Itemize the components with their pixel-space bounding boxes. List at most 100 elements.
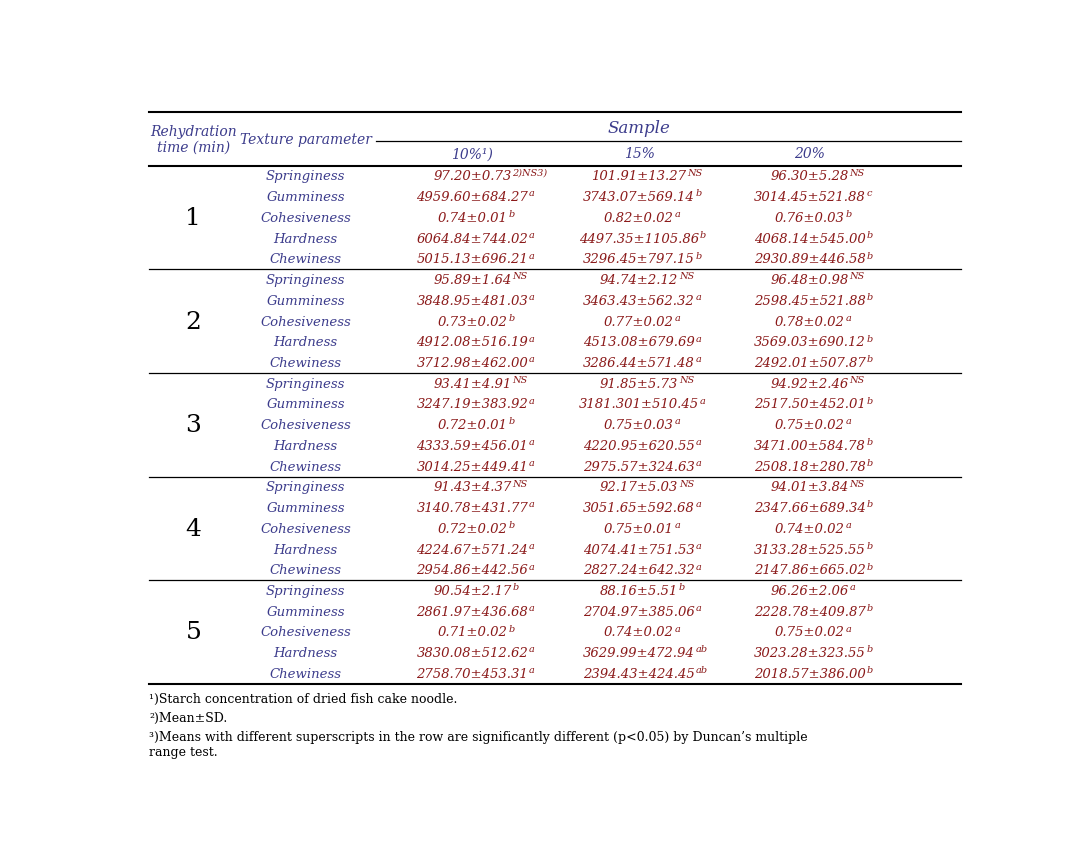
Text: a: a xyxy=(696,562,701,571)
Text: 0.82±0.02: 0.82±0.02 xyxy=(604,212,674,225)
Text: a: a xyxy=(696,437,701,447)
Text: 0.71±0.02: 0.71±0.02 xyxy=(437,626,507,639)
Text: 91.43±4.37: 91.43±4.37 xyxy=(433,480,512,494)
Text: a: a xyxy=(529,231,535,239)
Text: a: a xyxy=(696,293,701,301)
Text: a: a xyxy=(675,521,681,530)
Text: 4333.59±456.01: 4333.59±456.01 xyxy=(417,439,528,452)
Text: b: b xyxy=(867,396,872,406)
Text: 3629.99±472.94: 3629.99±472.94 xyxy=(583,647,695,660)
Text: b: b xyxy=(700,231,707,239)
Text: a: a xyxy=(529,396,535,406)
Text: a: a xyxy=(529,437,535,447)
Text: a: a xyxy=(529,293,535,301)
Text: 92.17±5.03: 92.17±5.03 xyxy=(599,480,678,494)
Text: 3133.28±525.55: 3133.28±525.55 xyxy=(754,543,866,556)
Text: a: a xyxy=(675,417,681,426)
Text: 95.89±1.64: 95.89±1.64 xyxy=(433,274,512,287)
Text: 93.41±4.91: 93.41±4.91 xyxy=(433,377,512,390)
Text: Gumminess: Gumminess xyxy=(266,501,345,515)
Text: a: a xyxy=(845,313,852,322)
Text: ¹)Starch concentration of dried fish cake noodle.: ¹)Starch concentration of dried fish cak… xyxy=(149,691,458,704)
Text: 4224.67±571.24: 4224.67±571.24 xyxy=(417,543,528,556)
Text: 3743.07±569.14: 3743.07±569.14 xyxy=(583,191,695,204)
Text: b: b xyxy=(867,231,872,239)
Text: b: b xyxy=(509,313,514,322)
Text: b: b xyxy=(509,210,514,219)
Text: b: b xyxy=(867,542,872,550)
Text: a: a xyxy=(529,334,535,344)
Text: a: a xyxy=(529,542,535,550)
Text: a: a xyxy=(696,542,701,550)
Text: b: b xyxy=(867,499,872,509)
Text: 94.01±3.84: 94.01±3.84 xyxy=(770,480,848,494)
Text: Hardness: Hardness xyxy=(274,647,338,660)
Text: NS: NS xyxy=(512,272,527,281)
Text: c: c xyxy=(867,189,872,198)
Text: NS: NS xyxy=(512,479,527,488)
Text: b: b xyxy=(696,189,702,198)
Text: a: a xyxy=(529,251,535,260)
Text: 94.92±2.46: 94.92±2.46 xyxy=(770,377,848,390)
Text: ²)Mean±SD.: ²)Mean±SD. xyxy=(149,711,227,724)
Text: 0.74±0.01: 0.74±0.01 xyxy=(437,212,507,225)
Text: a: a xyxy=(845,624,852,633)
Text: Chewiness: Chewiness xyxy=(269,667,342,680)
Text: Chewiness: Chewiness xyxy=(269,564,342,577)
Text: 20%: 20% xyxy=(794,147,824,161)
Text: 94.74±2.12: 94.74±2.12 xyxy=(599,274,678,287)
Text: ab: ab xyxy=(696,645,708,653)
Text: 4959.60±684.27: 4959.60±684.27 xyxy=(417,191,528,204)
Text: Hardness: Hardness xyxy=(274,336,338,349)
Text: 0.74±0.02: 0.74±0.02 xyxy=(604,626,674,639)
Text: a: a xyxy=(529,604,535,612)
Text: 3023.28±323.55: 3023.28±323.55 xyxy=(754,647,866,660)
Text: 3830.08±512.62: 3830.08±512.62 xyxy=(417,647,528,660)
Text: 3247.19±383.92: 3247.19±383.92 xyxy=(417,398,528,411)
Text: Hardness: Hardness xyxy=(274,232,338,245)
Text: b: b xyxy=(696,251,702,260)
Text: b: b xyxy=(867,458,872,468)
Text: 88.16±5.51: 88.16±5.51 xyxy=(599,585,678,598)
Text: 3181.301±510.45: 3181.301±510.45 xyxy=(579,398,699,411)
Text: 2508.18±280.78: 2508.18±280.78 xyxy=(754,460,866,473)
Text: 4497.35±1105.86: 4497.35±1105.86 xyxy=(579,232,699,245)
Text: Gumminess: Gumminess xyxy=(266,398,345,411)
Text: Rehydration
time (min): Rehydration time (min) xyxy=(150,124,237,155)
Text: Hardness: Hardness xyxy=(274,439,338,452)
Text: b: b xyxy=(867,604,872,612)
Text: a: a xyxy=(529,562,535,571)
Text: a: a xyxy=(675,624,681,633)
Text: 2930.89±446.58: 2930.89±446.58 xyxy=(754,253,866,266)
Text: b: b xyxy=(678,583,685,592)
Text: b: b xyxy=(509,521,514,530)
Text: 91.85±5.73: 91.85±5.73 xyxy=(599,377,678,390)
Text: Cohesiveness: Cohesiveness xyxy=(261,523,352,536)
Text: Gumminess: Gumminess xyxy=(266,605,345,618)
Text: a: a xyxy=(529,666,535,674)
Text: a: a xyxy=(529,189,535,198)
Text: ³)Means with different superscripts in the row are significantly different (p<0.: ³)Means with different superscripts in t… xyxy=(149,730,808,758)
Text: 2975.57±324.63: 2975.57±324.63 xyxy=(583,460,695,473)
Text: 2827.24±642.32: 2827.24±642.32 xyxy=(583,564,695,577)
Text: 0.75±0.01: 0.75±0.01 xyxy=(604,523,674,536)
Text: a: a xyxy=(849,583,855,592)
Text: 2147.86±665.02: 2147.86±665.02 xyxy=(754,564,866,577)
Text: 0.72±0.02: 0.72±0.02 xyxy=(437,523,507,536)
Text: 3569.03±690.12: 3569.03±690.12 xyxy=(754,336,866,349)
Text: a: a xyxy=(696,499,701,509)
Text: 2598.45±521.88: 2598.45±521.88 xyxy=(754,294,866,307)
Text: Cohesiveness: Cohesiveness xyxy=(261,212,352,225)
Text: 2228.78±409.87: 2228.78±409.87 xyxy=(754,605,866,618)
Text: 96.48±0.98: 96.48±0.98 xyxy=(770,274,848,287)
Text: b: b xyxy=(867,666,872,674)
Text: 4068.14±545.00: 4068.14±545.00 xyxy=(754,232,866,245)
Text: 0.77±0.02: 0.77±0.02 xyxy=(604,315,674,328)
Text: 3463.43±562.32: 3463.43±562.32 xyxy=(583,294,695,307)
Text: 10%¹): 10%¹) xyxy=(451,147,493,161)
Text: a: a xyxy=(696,334,701,344)
Text: 4: 4 xyxy=(185,517,201,540)
Text: Springiness: Springiness xyxy=(266,377,345,390)
Text: 2861.97±436.68: 2861.97±436.68 xyxy=(417,605,528,618)
Text: Springiness: Springiness xyxy=(266,170,345,183)
